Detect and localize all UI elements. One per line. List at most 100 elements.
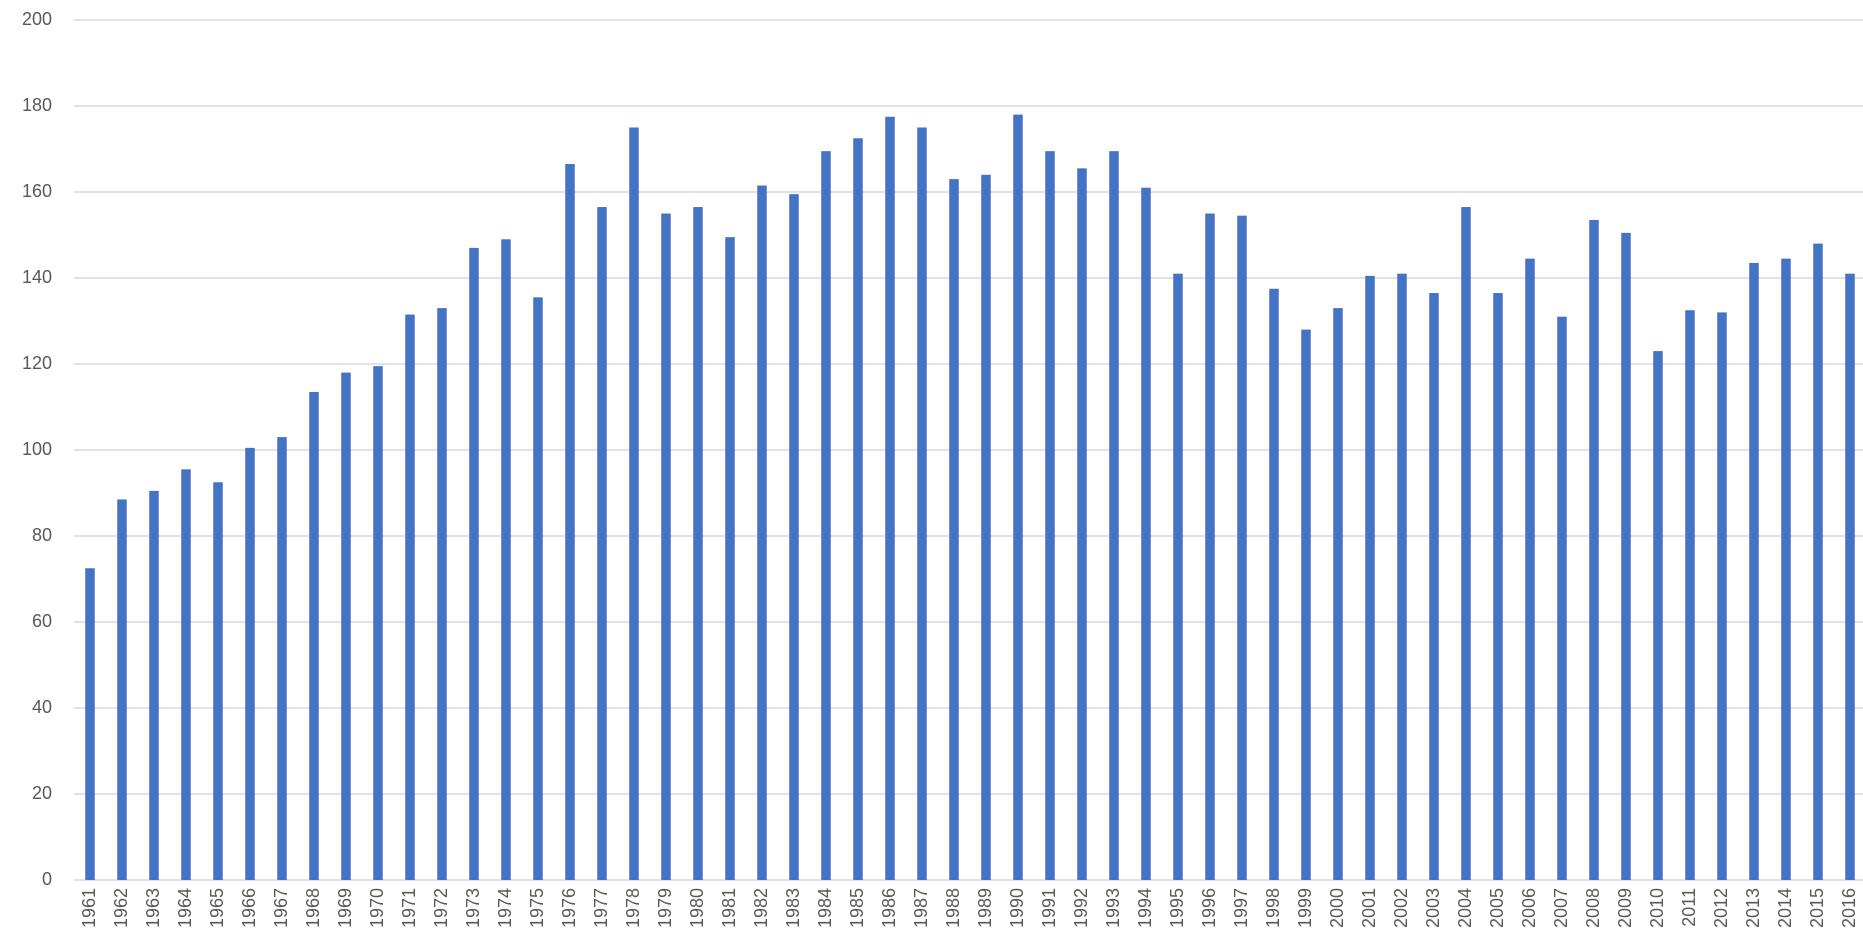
x-tick-label: 1973 bbox=[463, 888, 483, 928]
x-tick-label: 1965 bbox=[207, 888, 227, 928]
x-tick-label: 1961 bbox=[79, 888, 99, 928]
x-tick-label: 1993 bbox=[1103, 888, 1123, 928]
bar bbox=[277, 437, 287, 880]
bar bbox=[1333, 308, 1343, 881]
y-tick-label: 80 bbox=[32, 525, 52, 545]
y-tick-label: 0 bbox=[42, 869, 52, 889]
bar bbox=[1461, 207, 1471, 881]
bar bbox=[245, 447, 255, 880]
bar bbox=[949, 179, 959, 881]
bar bbox=[1365, 275, 1375, 881]
bar bbox=[1237, 215, 1247, 880]
x-tick-label: 2015 bbox=[1807, 888, 1827, 928]
y-tick-label: 100 bbox=[22, 439, 52, 459]
bar bbox=[1429, 293, 1439, 880]
x-tick-label: 1997 bbox=[1231, 888, 1251, 928]
x-tick-label: 1971 bbox=[399, 888, 419, 928]
bar bbox=[693, 207, 703, 881]
y-tick-label: 120 bbox=[22, 353, 52, 373]
x-tick-label: 2007 bbox=[1551, 888, 1571, 928]
y-tick-label: 160 bbox=[22, 181, 52, 201]
bar bbox=[789, 194, 799, 880]
bar bbox=[1589, 219, 1599, 880]
bar bbox=[1557, 316, 1567, 880]
bar bbox=[917, 127, 927, 880]
bar bbox=[1685, 310, 1695, 880]
bar bbox=[149, 490, 159, 880]
y-tick-label: 40 bbox=[32, 697, 52, 717]
x-tick-label: 2009 bbox=[1615, 888, 1635, 928]
x-tick-label: 1987 bbox=[911, 888, 931, 928]
x-tick-label: 2016 bbox=[1839, 888, 1859, 928]
bar bbox=[1845, 273, 1855, 880]
bar bbox=[213, 482, 223, 880]
x-tick-label: 1978 bbox=[623, 888, 643, 928]
x-tick-label: 2012 bbox=[1711, 888, 1731, 928]
y-tick-label: 180 bbox=[22, 95, 52, 115]
bar bbox=[533, 297, 543, 881]
x-tick-label: 1966 bbox=[239, 888, 259, 928]
x-tick-label: 1998 bbox=[1263, 888, 1283, 928]
x-tick-label: 2006 bbox=[1519, 888, 1539, 928]
bar bbox=[341, 372, 351, 880]
bar bbox=[853, 138, 863, 880]
bar bbox=[821, 151, 831, 880]
bar bbox=[405, 314, 415, 880]
x-tick-label: 1967 bbox=[271, 888, 291, 928]
x-tick-label: 1995 bbox=[1167, 888, 1187, 928]
bar bbox=[1013, 114, 1023, 881]
x-tick-label: 1989 bbox=[975, 888, 995, 928]
x-tick-label: 2014 bbox=[1775, 888, 1795, 928]
x-tick-label: 2005 bbox=[1487, 888, 1507, 928]
x-tick-label: 1963 bbox=[143, 888, 163, 928]
x-tick-label: 1980 bbox=[687, 888, 707, 928]
bar bbox=[597, 207, 607, 881]
x-tick-label: 1979 bbox=[655, 888, 675, 928]
x-tick-label: 2003 bbox=[1423, 888, 1443, 928]
x-tick-label: 1986 bbox=[879, 888, 899, 928]
bar bbox=[565, 164, 575, 881]
x-tick-label: 1994 bbox=[1135, 888, 1155, 928]
x-tick-label: 1996 bbox=[1199, 888, 1219, 928]
x-tick-label: 2011 bbox=[1679, 888, 1699, 927]
bar bbox=[1205, 213, 1215, 880]
bar bbox=[1173, 273, 1183, 880]
bar bbox=[1493, 293, 1503, 880]
x-tick-label: 2000 bbox=[1327, 888, 1347, 928]
x-tick-label: 2010 bbox=[1647, 888, 1667, 928]
x-tick-label: 1991 bbox=[1039, 888, 1059, 928]
bar bbox=[1109, 151, 1119, 880]
bar bbox=[981, 174, 991, 881]
bar bbox=[373, 366, 383, 880]
x-tick-label: 1964 bbox=[175, 888, 195, 928]
x-tick-label: 2013 bbox=[1743, 888, 1763, 928]
y-tick-label: 60 bbox=[32, 611, 52, 631]
bar bbox=[757, 185, 767, 881]
x-tick-label: 2008 bbox=[1583, 888, 1603, 928]
x-tick-label: 1972 bbox=[431, 888, 451, 928]
x-tick-label: 1992 bbox=[1071, 888, 1091, 928]
y-tick-label: 140 bbox=[22, 267, 52, 287]
bar bbox=[1301, 329, 1311, 881]
bar bbox=[885, 116, 895, 880]
x-tick-label: 1983 bbox=[783, 888, 803, 928]
bar bbox=[1653, 351, 1663, 881]
bar bbox=[1045, 151, 1055, 880]
x-tick-label: 1999 bbox=[1295, 888, 1315, 928]
x-tick-label: 2004 bbox=[1455, 888, 1475, 928]
y-tick-label: 20 bbox=[32, 783, 52, 803]
bar bbox=[1269, 288, 1279, 880]
bar bbox=[85, 568, 95, 880]
x-tick-label: 1981 bbox=[719, 888, 739, 928]
bar bbox=[309, 391, 319, 880]
x-tick-label: 1970 bbox=[367, 888, 387, 928]
x-tick-label: 1974 bbox=[495, 888, 515, 928]
bar bbox=[1397, 273, 1407, 880]
bar bbox=[1141, 187, 1151, 880]
x-tick-label: 1975 bbox=[527, 888, 547, 928]
x-tick-label: 1990 bbox=[1007, 888, 1027, 928]
x-tick-label: 1985 bbox=[847, 888, 867, 928]
bar bbox=[501, 239, 511, 881]
bar bbox=[629, 127, 639, 880]
